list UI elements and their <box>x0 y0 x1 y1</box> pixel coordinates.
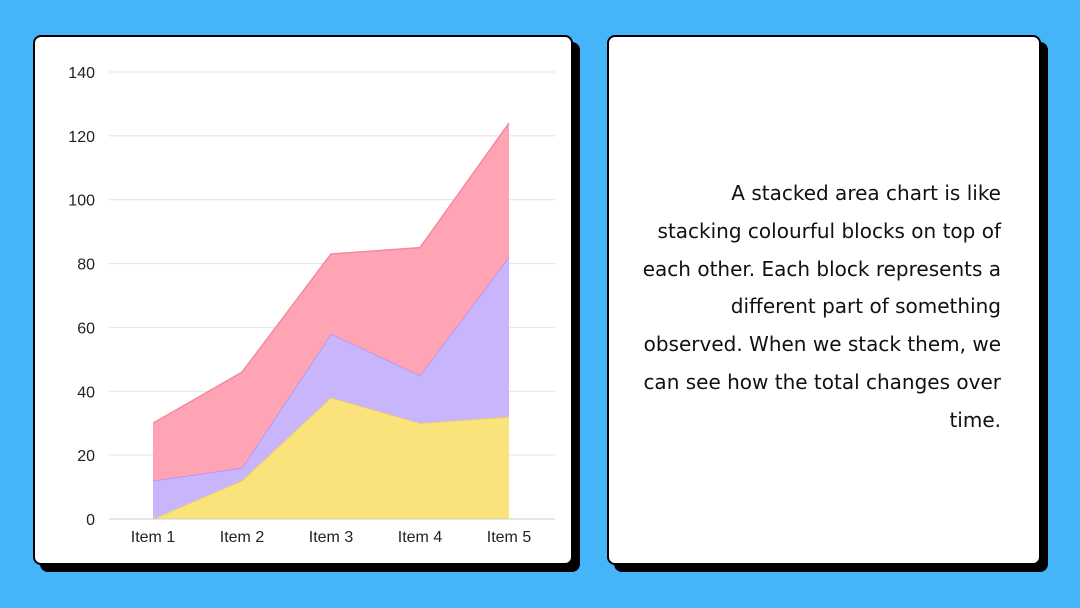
area-series-2 <box>153 257 509 519</box>
area-series <box>152 122 510 520</box>
axes: 0 20 40 60 80 100 120 140 Item 1 Item 2 Item 3 Item… <box>68 65 555 546</box>
x-tick-label: Item 2 <box>220 529 265 546</box>
area-series-1 <box>153 397 509 519</box>
y-tick-label: 120 <box>68 129 95 146</box>
y-tick-label: 0 <box>86 512 95 529</box>
y-tick-label: 80 <box>77 257 95 274</box>
description-card: A stacked area chart is like stacking co… <box>607 35 1041 565</box>
area-series-3 <box>153 123 509 481</box>
x-tick-label: Item 4 <box>398 529 443 546</box>
description-text: A stacked area chart is like stacking co… <box>642 181 1001 432</box>
area-series-3-line <box>152 122 510 424</box>
x-tick-label: Item 5 <box>487 529 532 546</box>
y-tick-label: 40 <box>77 384 95 401</box>
y-tick-label: 100 <box>68 193 95 210</box>
x-tick-label: Item 1 <box>131 529 176 546</box>
stacked-area-chart: 0 20 40 60 80 100 120 140 Item 1 Item 2 Item 3 Item… <box>68 65 555 546</box>
y-tick-label: 20 <box>77 448 95 465</box>
y-tick-label: 60 <box>77 320 95 337</box>
x-tick-label: Item 3 <box>309 529 354 546</box>
y-tick-label: 140 <box>68 65 95 82</box>
chart-card: 0 20 40 60 80 100 120 140 Item 1 Item 2 Item 3 Item… <box>33 35 573 565</box>
